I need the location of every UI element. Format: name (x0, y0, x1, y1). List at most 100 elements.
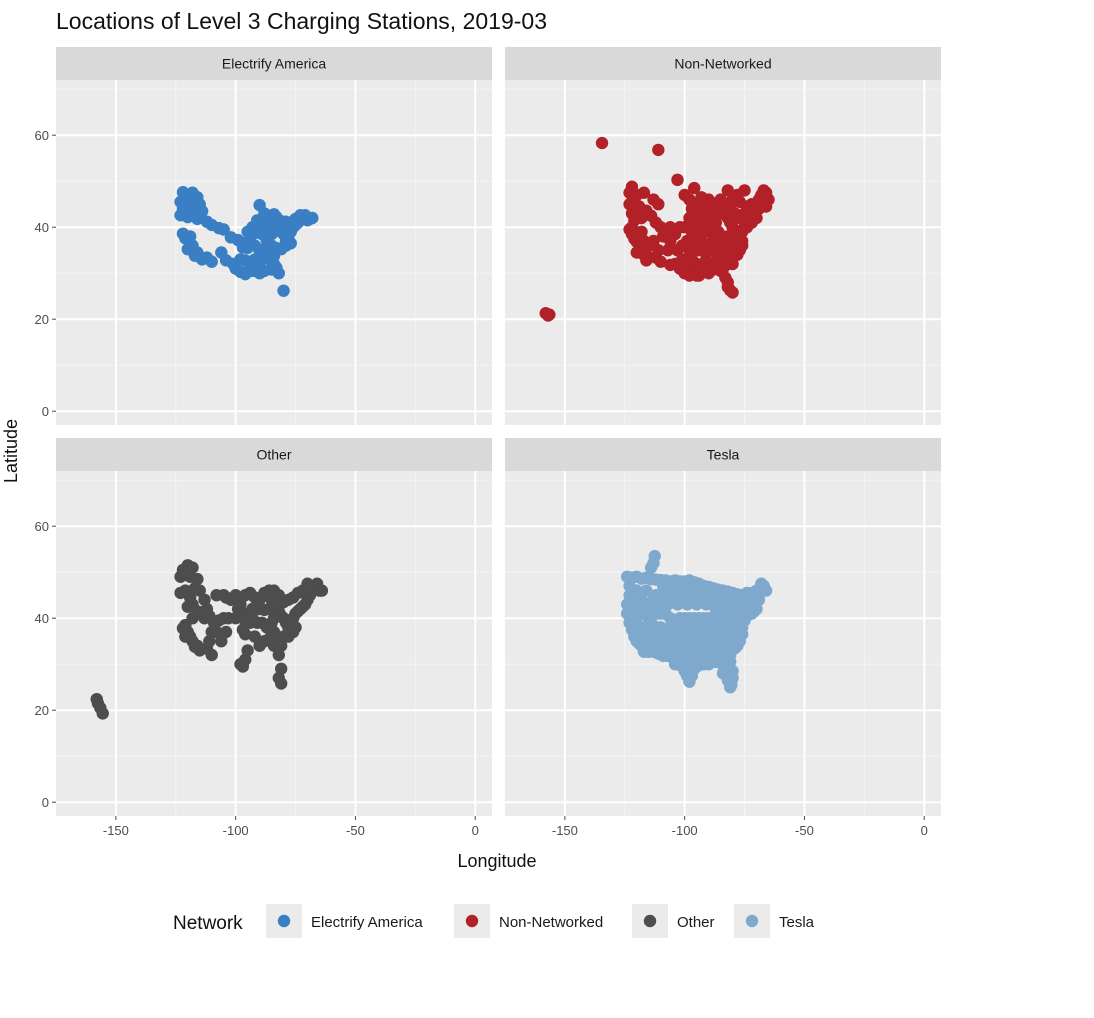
legend-label: Non-Networked (499, 914, 603, 931)
data-point (700, 253, 713, 266)
data-point (719, 198, 732, 211)
data-point (661, 644, 675, 657)
data-point (277, 284, 290, 297)
data-point (723, 668, 737, 681)
data-point (700, 202, 713, 215)
data-point (692, 269, 706, 282)
data-point (183, 630, 197, 643)
data-point (719, 602, 732, 616)
data-point (652, 143, 665, 157)
data-point (704, 644, 718, 657)
legend-marker (277, 914, 291, 928)
data-point (671, 598, 684, 611)
y-tick-label: 40 (35, 220, 49, 235)
data-point (685, 225, 699, 238)
data-point (728, 602, 742, 616)
data-point (181, 210, 194, 224)
data-point (731, 248, 744, 261)
legend-title: Network (173, 913, 243, 934)
data-point (700, 625, 713, 639)
data-point (236, 241, 250, 254)
chart-title: Locations of Level 3 Charging Stations, … (56, 8, 547, 34)
y-tick-label: 20 (35, 312, 49, 327)
y-tick-label: 60 (35, 128, 49, 143)
x-tick-label: -150 (552, 823, 578, 838)
data-point (200, 602, 214, 616)
data-point (630, 584, 643, 597)
data-point (690, 639, 703, 652)
data-point (652, 639, 665, 652)
x-tick-label: -100 (223, 823, 249, 838)
data-point (222, 612, 235, 625)
facet-strip (505, 438, 941, 471)
data-point (709, 625, 723, 639)
data-point (704, 589, 718, 602)
points-other (90, 559, 329, 720)
data-point (714, 589, 727, 602)
data-point (690, 653, 703, 666)
data-point (284, 237, 297, 250)
data-point (716, 658, 730, 672)
legend-item-tesla: Tesla (734, 904, 815, 938)
data-point (671, 173, 684, 187)
facet-strip-label: Electrify America (222, 56, 326, 72)
y-tick-label: 0 (42, 795, 49, 810)
data-point (656, 579, 670, 593)
data-point (709, 207, 723, 220)
data-point (174, 570, 187, 583)
y-axis-title: Latitude (1, 419, 21, 483)
data-point (680, 625, 694, 639)
legend-label: Tesla (779, 914, 815, 931)
facet-tesla: Tesla -150 -100 -50 0 (505, 438, 941, 838)
data-point (759, 584, 773, 597)
data-point (224, 593, 238, 606)
data-point (685, 584, 699, 597)
legend-marker (643, 914, 657, 928)
data-point (640, 584, 653, 597)
data-point (647, 234, 660, 248)
data-point (640, 254, 653, 267)
data-point (191, 639, 204, 652)
legend-label: Electrify America (311, 914, 423, 931)
facet-electrify-america: Electrify America 0 20 40 60 (35, 47, 492, 425)
x-axis-title: Longitude (457, 851, 536, 871)
data-point (745, 198, 758, 211)
data-point (272, 648, 285, 662)
data-point (666, 579, 679, 593)
data-point (205, 255, 218, 268)
data-point (241, 644, 254, 657)
facet-strip (56, 438, 492, 471)
data-point (735, 239, 749, 252)
data-point (704, 655, 718, 669)
data-point (721, 280, 734, 294)
legend-marker (745, 914, 759, 928)
data-point (680, 234, 694, 248)
data-point (640, 639, 653, 652)
legend-item-non-networked: Non-Networked (454, 904, 603, 938)
data-point (628, 616, 641, 629)
data-point (755, 198, 768, 211)
data-point (697, 225, 711, 238)
data-point (723, 593, 737, 606)
y-tick-label: 20 (35, 703, 49, 718)
x-tick-label: -50 (795, 823, 814, 838)
data-point (680, 598, 694, 611)
data-point (707, 234, 720, 248)
data-point (673, 221, 687, 234)
data-point (267, 612, 281, 625)
data-point (666, 630, 679, 643)
data-point (647, 625, 660, 639)
data-point (647, 593, 660, 606)
data-point (661, 598, 675, 611)
data-point (632, 602, 646, 616)
data-point (543, 308, 556, 321)
data-point (700, 598, 713, 611)
legend: Network Electrify America Non-Networked Ot… (173, 904, 815, 938)
data-point (664, 258, 677, 272)
data-point (747, 591, 761, 604)
points-electrify-america (174, 186, 319, 297)
data-point (721, 184, 734, 197)
data-point (635, 630, 648, 643)
data-point (289, 621, 302, 634)
data-point (656, 630, 670, 643)
